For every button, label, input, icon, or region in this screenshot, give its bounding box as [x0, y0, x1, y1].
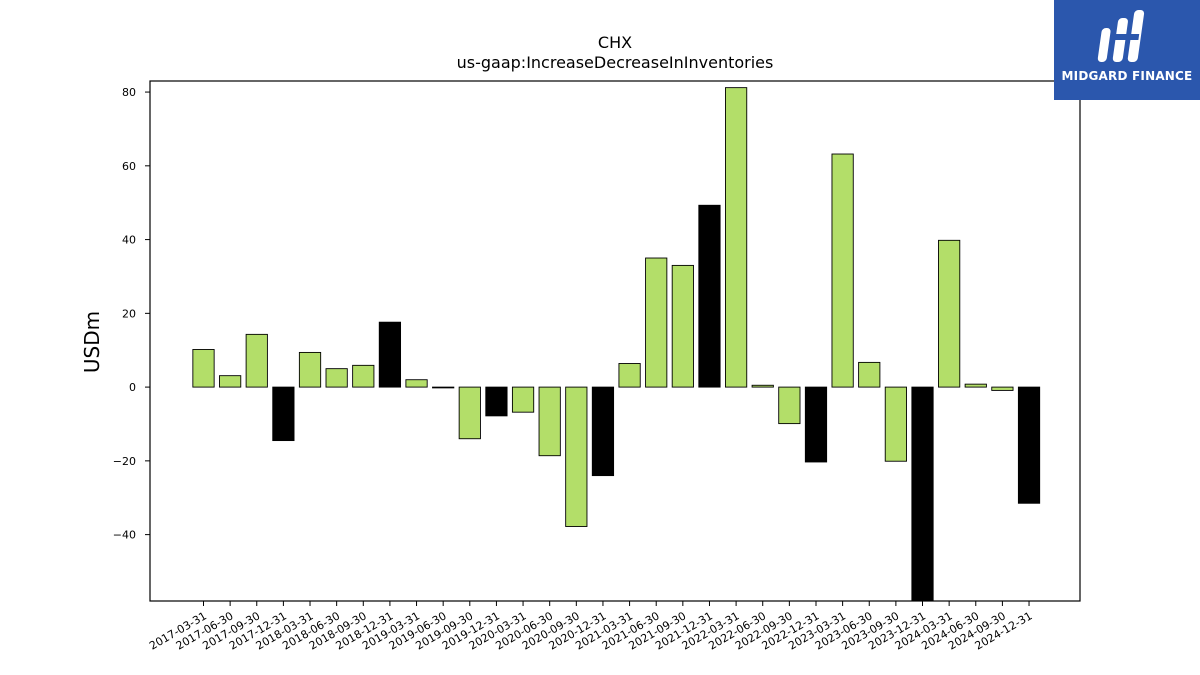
bar-2023-06-30: [858, 361, 881, 388]
y-tick-label: 0: [129, 381, 136, 394]
bar-2018-06-30: [325, 368, 348, 388]
bar-2017-12-31: [272, 386, 295, 442]
bar-2023-09-30: [884, 386, 907, 462]
bar-2024-06-30: [964, 383, 987, 388]
bar-2019-03-31: [405, 379, 428, 388]
bar-2020-06-30: [538, 386, 561, 457]
y-tick-label: 40: [122, 234, 136, 247]
bar-2017-06-30: [219, 375, 242, 388]
bar-2021-03-31: [618, 363, 641, 388]
bar-2020-03-31: [511, 386, 535, 413]
bar-group: [192, 87, 1041, 602]
bar-2021-06-30: [645, 257, 668, 388]
bar-2021-09-30: [671, 264, 694, 388]
bar-2019-09-30: [458, 386, 481, 440]
bar-2022-03-31: [725, 87, 748, 388]
bar-2023-12-31: [911, 386, 934, 602]
x-axis: 2017-03-312017-06-302017-09-302017-12-31…: [147, 601, 1035, 653]
bar-2022-09-30: [778, 386, 801, 425]
bar-2018-03-31: [298, 351, 322, 388]
bar-2020-12-31: [591, 386, 615, 477]
bar-2017-09-30: [245, 333, 268, 388]
bar-2024-03-31: [938, 239, 961, 388]
y-tick-label: −20: [113, 455, 136, 468]
y-axis-label: USDm: [80, 311, 104, 373]
brand-logo: MIDGARD FINANCE: [1054, 0, 1200, 100]
bar-2022-12-31: [804, 386, 828, 463]
bar-2023-03-31: [831, 153, 854, 388]
y-axis: 80 60 40 20 0 −20 −40: [113, 86, 150, 542]
bar-2024-09-30: [991, 386, 1014, 391]
bar-2021-12-31: [698, 204, 721, 388]
logo-mark-icon: [1097, 10, 1145, 62]
bar-2018-12-31: [378, 321, 402, 388]
y-tick-label: 80: [122, 86, 136, 99]
y-tick-label: 60: [122, 160, 136, 173]
logo-text: MIDGARD FINANCE: [1061, 69, 1193, 83]
chart-subtitle: us-gaap:IncreaseDecreaseInInventories: [457, 53, 774, 72]
bar-2017-03-31: [192, 349, 215, 388]
bar-2019-06-30: [432, 386, 455, 389]
chart-title: CHX: [598, 33, 632, 52]
bar-2024-12-31: [1017, 386, 1041, 504]
bar-2022-06-30: [751, 384, 774, 388]
bar-2019-12-31: [485, 386, 508, 417]
y-tick-label: 20: [122, 307, 136, 320]
y-tick-label: −40: [113, 529, 136, 542]
bar-2020-09-30: [565, 386, 588, 527]
bar-2018-09-30: [352, 364, 375, 388]
plot-frame: [149, 80, 1081, 602]
